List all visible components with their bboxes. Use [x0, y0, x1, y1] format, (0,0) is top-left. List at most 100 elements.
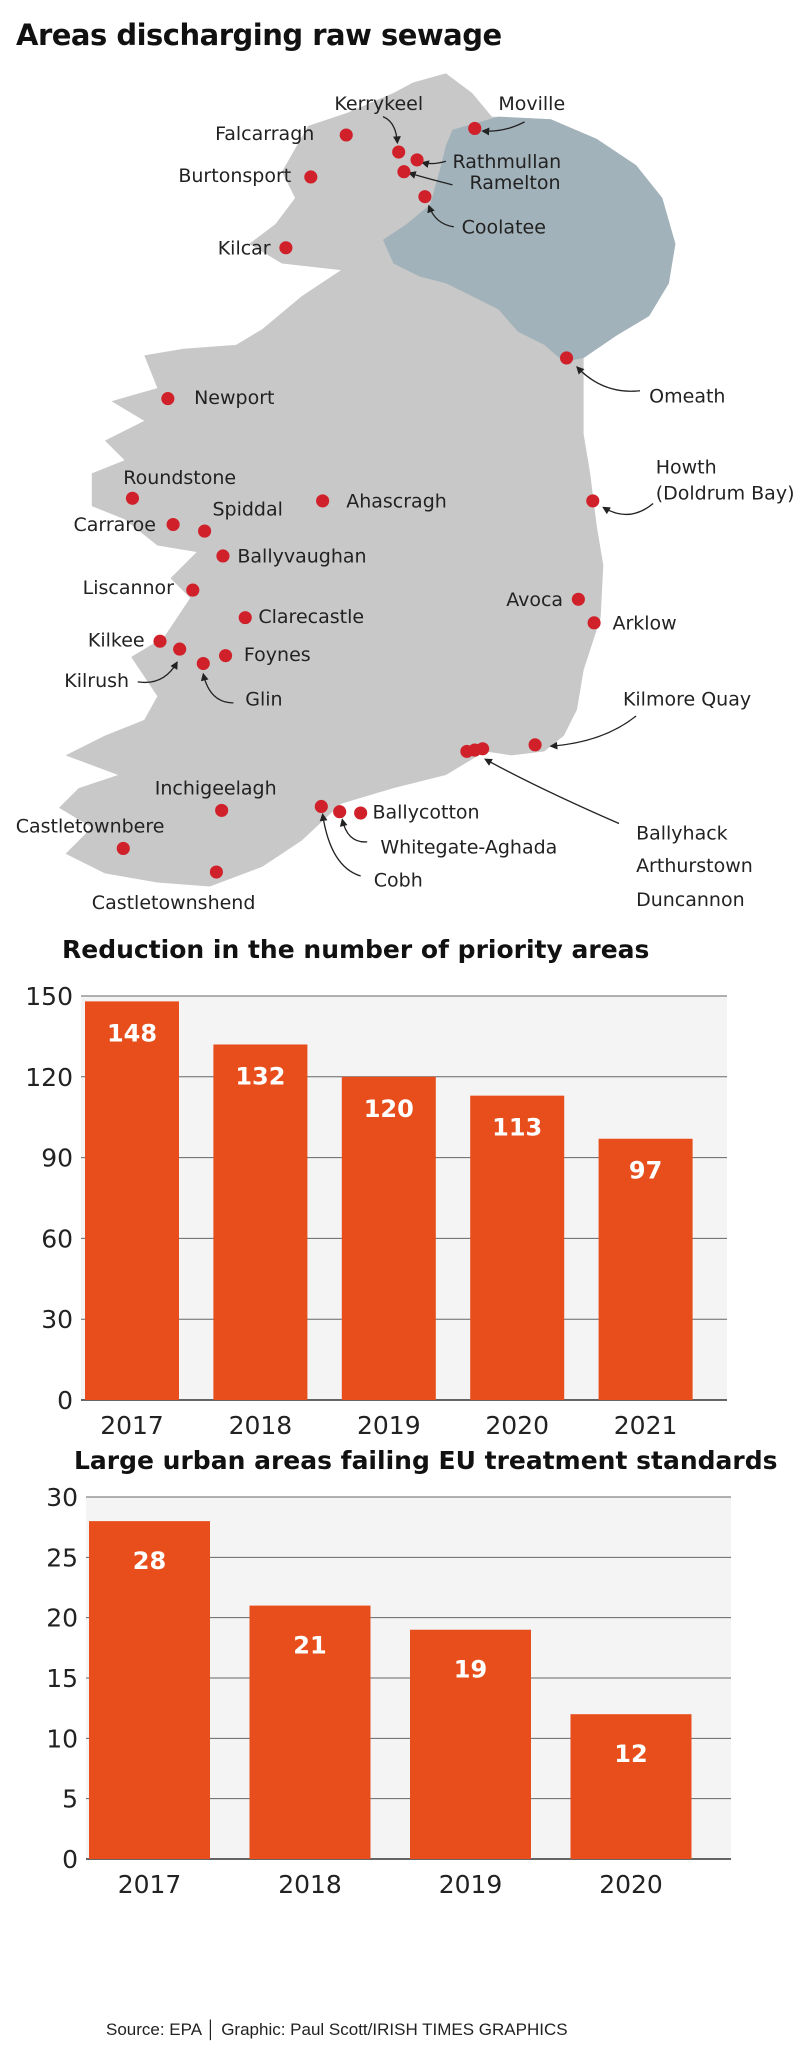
map-title: Areas discharging raw sewage [16, 18, 502, 52]
dot-inchigeelagh [215, 803, 229, 817]
label-doldrum-bay: (Doldrum Bay) [656, 483, 795, 505]
y-tick-label: 150 [25, 982, 73, 1011]
dot-howth [586, 494, 600, 508]
x-tick-label: 2021 [614, 1411, 678, 1440]
dot-liscannor [186, 583, 200, 597]
x-tick-label: 2019 [439, 1870, 503, 1899]
label-kilcar: Kilcar [218, 237, 271, 259]
y-tick-label: 20 [46, 1604, 78, 1633]
bar-2019 [410, 1629, 531, 1859]
chart-title: Reduction in the number of priority area… [62, 935, 649, 964]
dot-carraroe [166, 517, 180, 532]
bar-value-label: 132 [235, 1062, 285, 1090]
label-kerrykeel: Kerrykeel [334, 93, 423, 115]
label-foynes: Foynes [244, 644, 311, 666]
dot-avoca [571, 592, 585, 606]
ireland-map: Moville Kerrykeel Falcarragh RathmullanRame… [16, 73, 795, 914]
label-rathmullan: Rathmullan [452, 151, 561, 173]
label-ahascragh: Ahascragh [346, 490, 447, 512]
location-dots [116, 121, 601, 879]
y-tick-label: 30 [46, 1483, 78, 1512]
label-ramelton: Ramelton [470, 172, 561, 194]
label-omeath: Omeath [649, 386, 725, 408]
x-tick-label: 2018 [278, 1870, 342, 1899]
dot-newport [161, 392, 175, 406]
bar-2021 [598, 1138, 693, 1400]
dot-spiddal [198, 524, 212, 538]
bar-2020 [470, 1095, 565, 1400]
y-tick-label: 10 [46, 1724, 78, 1753]
source-credit: Source: EPA │ Graphic: Paul Scott/IRISH … [106, 2020, 568, 2039]
label-carraroe: Carraroe [73, 514, 156, 536]
dot-burtonsport [304, 170, 318, 184]
label-cobh: Cobh [374, 869, 423, 891]
label-newport: Newport [194, 387, 274, 409]
dot-whitegate-aghada [333, 805, 347, 819]
x-tick-label: 2017 [100, 1411, 164, 1440]
label-moville: Moville [498, 93, 565, 115]
location-labels: Moville Kerrykeel Falcarragh RathmullanRame… [16, 93, 795, 914]
label-coolatee: Coolatee [462, 216, 546, 238]
y-tick-label: 0 [57, 1386, 73, 1415]
bar-2018 [213, 1044, 308, 1400]
dot-arklow [587, 616, 601, 630]
label-arklow: Arklow [612, 612, 676, 634]
label-kilkee: Kilkee [88, 629, 145, 651]
label-castletownshend: Castletownshend [92, 892, 256, 914]
dot-castletownshend [209, 865, 223, 879]
x-tick-label: 2020 [599, 1870, 663, 1899]
label-duncannon: Duncannon [636, 889, 745, 911]
label-kilmore-quay: Kilmore Quay [623, 688, 751, 710]
dot-moville [468, 121, 482, 135]
label-inchigeelagh: Inchigeelagh [155, 778, 277, 800]
bar-value-label: 113 [492, 1114, 542, 1142]
dot-roundstone [125, 491, 140, 505]
dot-omeath [560, 351, 574, 365]
y-tick-label: 90 [41, 1144, 73, 1173]
label-roundstone: Roundstone [123, 467, 236, 489]
bar-2018 [249, 1605, 371, 1859]
dot-clarecastle [238, 611, 252, 625]
bar-value-label: 19 [454, 1656, 487, 1684]
dot-kilmore-quay [528, 738, 542, 752]
dot-rathmullan [410, 153, 424, 167]
y-tick-label: 15 [46, 1664, 78, 1693]
y-tick-label: 120 [25, 1063, 73, 1092]
leader-arrows [137, 116, 654, 877]
bar-value-label: 28 [133, 1547, 166, 1575]
label-burtonsport: Burtonsport [178, 165, 291, 187]
bar-2020 [570, 1714, 692, 1859]
bar-value-label: 97 [629, 1157, 662, 1185]
bar-value-label: 12 [614, 1740, 647, 1768]
dot-kilcar [279, 241, 293, 255]
dot-cobh [314, 799, 328, 814]
dot-foynes [219, 649, 233, 663]
y-tick-label: 30 [41, 1305, 73, 1334]
y-tick-label: 0 [62, 1845, 78, 1874]
urban-areas-chart: Large urban areas failing EU treatment s… [46, 1446, 778, 1899]
dot-kilrush [173, 642, 187, 656]
chart-title: Large urban areas failing EU treatment s… [74, 1446, 778, 1475]
label-glin: Glin [245, 688, 282, 710]
label-ballyhack: Ballyhack [636, 822, 728, 844]
y-tick-label: 60 [41, 1224, 73, 1253]
label-whitegate-aghada: Whitegate-Aghada [380, 837, 557, 859]
x-tick-label: 2018 [229, 1411, 293, 1440]
bar-2017 [85, 1001, 179, 1400]
bar-value-label: 120 [364, 1095, 414, 1123]
dot-duncannon [476, 742, 490, 756]
label-avoca: Avoca [506, 589, 563, 611]
x-tick-label: 2020 [485, 1411, 549, 1440]
dot-castletownbere [116, 841, 130, 855]
dot-ballyvaughan [216, 549, 230, 563]
label-arthurstown: Arthurstown [636, 855, 753, 877]
label-castletownbere: Castletownbere [16, 816, 165, 838]
dot-glin [196, 656, 210, 671]
northern-ireland-landmass [382, 116, 676, 362]
bar-value-label: 21 [293, 1632, 326, 1660]
priority-areas-chart: Reduction in the number of priority area… [25, 935, 727, 1440]
label-spiddal: Spiddal [212, 498, 282, 520]
dot-coolatee [418, 190, 432, 204]
label-falcarragh: Falcarragh [215, 123, 314, 145]
label-clarecastle: Clarecastle [258, 606, 364, 628]
